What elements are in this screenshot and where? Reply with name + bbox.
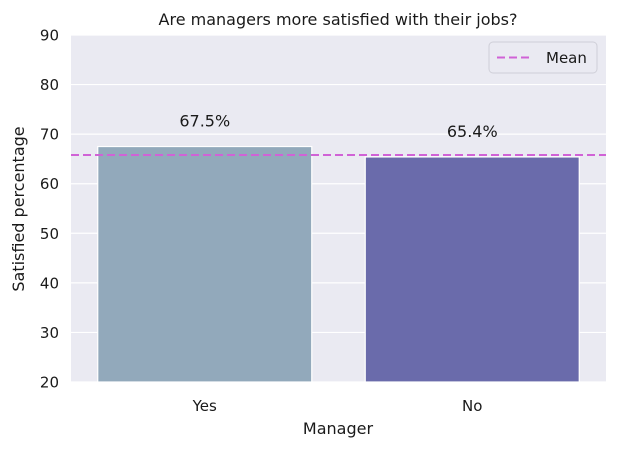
chart-title: Are managers more satisfied with their j… — [159, 10, 518, 29]
x-tick-labels: Yes No — [192, 397, 483, 415]
y-tick-label: 90 — [40, 27, 59, 45]
y-tick-label: 40 — [40, 274, 59, 292]
y-tick-label: 60 — [40, 175, 59, 193]
y-tick-label: 30 — [40, 324, 59, 342]
bars — [97, 145, 580, 383]
x-tick-label: Yes — [192, 397, 217, 415]
data-label: 65.4% — [447, 122, 498, 141]
data-labels: 67.5% 65.4% — [179, 112, 497, 141]
x-axis-label: Manager — [303, 419, 374, 438]
y-tick-label: 20 — [40, 374, 59, 392]
legend-box — [488, 41, 598, 74]
y-tick-label: 50 — [40, 225, 59, 243]
y-tick-label: 70 — [40, 126, 59, 144]
y-tick-label: 80 — [40, 76, 59, 94]
y-tick-labels: 20 30 40 50 60 70 80 90 — [40, 27, 59, 392]
legend-mean-label: Mean — [546, 49, 587, 67]
x-tick-label: No — [462, 397, 482, 415]
bar-yes — [97, 145, 313, 383]
bar-no — [364, 156, 580, 383]
y-axis-label: Satisfied percentage — [9, 126, 28, 291]
data-label: 67.5% — [179, 112, 230, 131]
legend: Mean — [488, 41, 598, 74]
